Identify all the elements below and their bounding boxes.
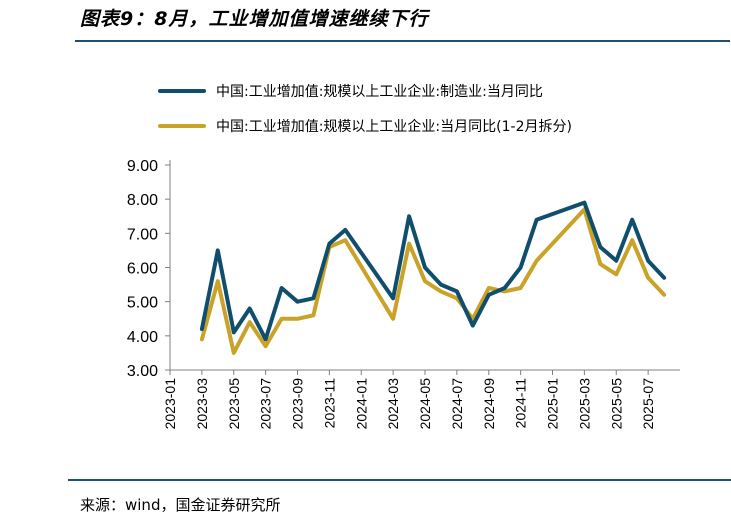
source-note: 来源：wind，国金证券研究所: [80, 496, 281, 514]
y-tick-label: 6.00: [127, 261, 158, 278]
y-tick-label: 8.00: [127, 192, 158, 209]
x-tick-label: 2025-07: [640, 378, 656, 430]
x-tick-label: 2024-07: [449, 378, 465, 430]
x-tick-label: 2023-05: [226, 378, 242, 430]
y-tick-label: 3.00: [127, 363, 158, 380]
legend-item-total: 中国:工业增加值:规模以上工业企业:当月同比(1-2月拆分): [158, 115, 572, 137]
x-tick-label: 2023-11: [321, 378, 337, 429]
legend-item-manufacturing: 中国:工业增加值:规模以上工业企业:制造业:当月同比: [158, 80, 572, 102]
legend-label-total: 中国:工业增加值:规模以上工业企业:当月同比(1-2月拆分): [216, 119, 572, 135]
chart-legend: 中国:工业增加值:规模以上工业企业:制造业:当月同比 中国:工业增加值:规模以上…: [158, 80, 572, 150]
x-tick-label: 2024-09: [481, 378, 497, 430]
x-tick-label: 2023-01: [162, 378, 178, 430]
x-tick-label: 2024-01: [353, 378, 369, 430]
x-tick-label: 2025-03: [576, 378, 592, 430]
x-tick-label: 2023-09: [290, 378, 306, 430]
x-tick-label: 2025-05: [608, 378, 624, 430]
x-tick-label: 2023-03: [194, 378, 210, 430]
top-divider: [75, 40, 730, 42]
x-tick-label: 2025-01: [545, 378, 561, 430]
page-title: 图表9：8月，工业增加值增速继续下行: [80, 8, 429, 30]
x-tick-label: 2023-07: [258, 378, 274, 430]
bottom-divider: [68, 479, 731, 481]
y-tick-label: 7.00: [127, 226, 158, 243]
legend-label-manufacturing: 中国:工业增加值:规模以上工业企业:制造业:当月同比: [216, 84, 543, 100]
legend-swatch-manufacturing: [158, 89, 206, 93]
x-tick-label: 2024-05: [417, 378, 433, 430]
x-tick-label: 2024-03: [385, 378, 401, 430]
y-tick-label: 4.00: [127, 329, 158, 346]
series-line-total: [199, 207, 667, 355]
series-line-manufacturing: [199, 200, 667, 342]
y-tick-label: 9.00: [127, 158, 158, 175]
x-tick-label: 2024-11: [513, 378, 529, 429]
y-tick-label: 5.00: [127, 295, 158, 312]
legend-swatch-total: [158, 124, 206, 128]
